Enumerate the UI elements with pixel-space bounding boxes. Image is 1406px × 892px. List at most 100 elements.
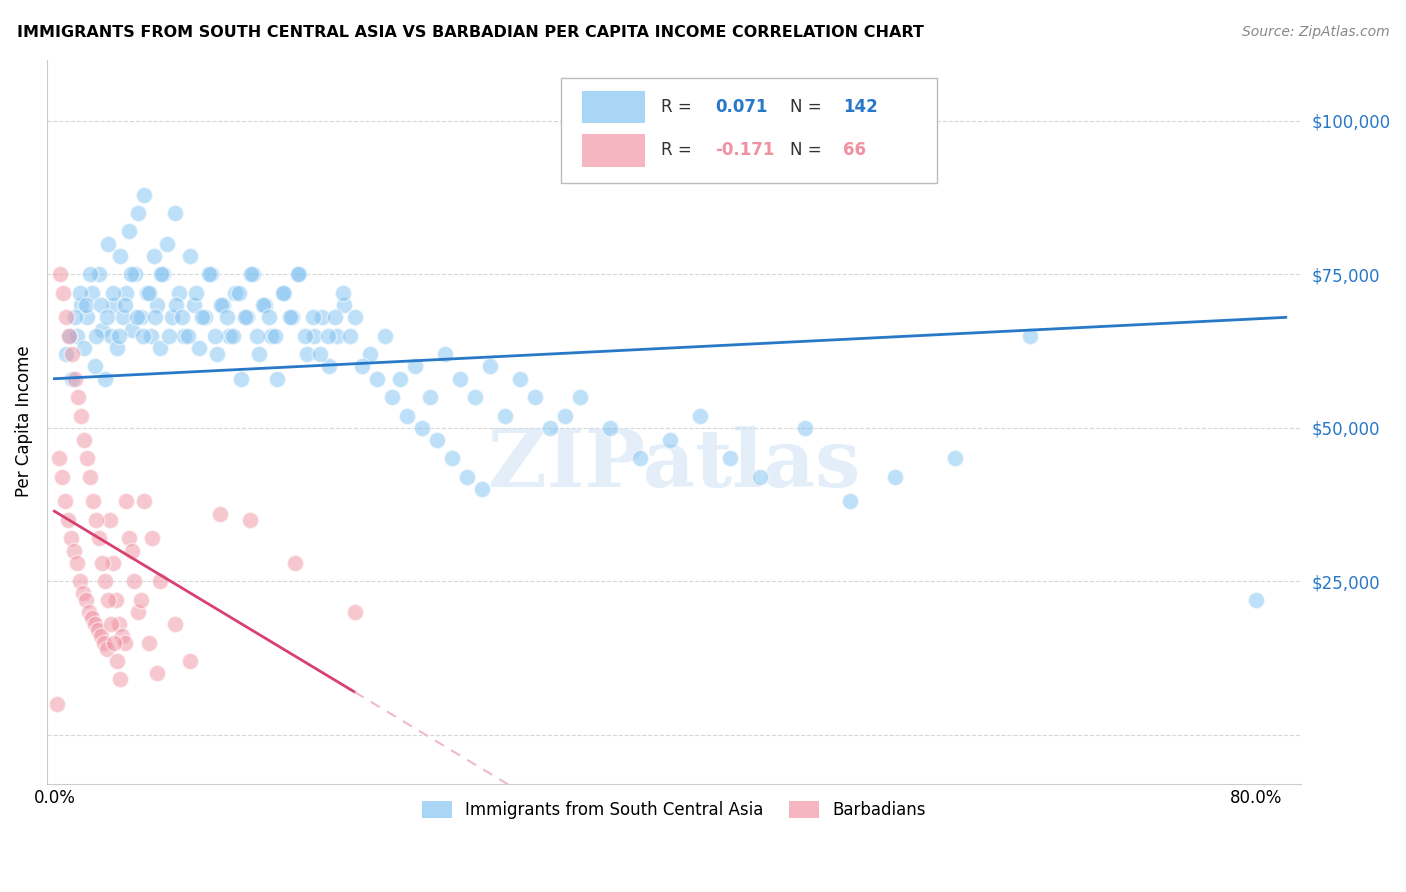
Point: [280, 310, 302, 325]
Point: [381, 390, 404, 404]
Point: [46, 697, 69, 711]
Point: [343, 605, 366, 619]
Text: 0.071: 0.071: [716, 97, 768, 116]
Point: [94, 372, 117, 386]
Point: [76, 451, 98, 466]
Point: [323, 310, 346, 325]
Point: [404, 359, 426, 374]
Point: [332, 285, 354, 300]
Point: [568, 390, 591, 404]
Point: [72, 586, 94, 600]
Point: [66, 328, 89, 343]
Point: [247, 347, 270, 361]
Point: [89, 268, 111, 282]
Point: [53, 494, 76, 508]
Point: [101, 556, 124, 570]
Point: [494, 409, 516, 423]
Point: [148, 341, 170, 355]
Point: [75, 592, 97, 607]
Point: [278, 310, 301, 325]
Point: [100, 328, 122, 343]
Point: [139, 328, 162, 343]
Point: [187, 341, 209, 355]
Point: [456, 470, 478, 484]
Point: [96, 310, 118, 325]
Point: [449, 372, 471, 386]
Point: [51, 470, 73, 484]
Point: [288, 268, 311, 282]
Point: [224, 285, 246, 300]
Point: [366, 372, 388, 386]
Point: [80, 285, 103, 300]
Point: [103, 635, 125, 649]
Point: [145, 298, 167, 312]
Point: [302, 328, 325, 343]
Text: -0.171: -0.171: [716, 141, 775, 159]
Point: [134, 494, 156, 508]
Point: [62, 347, 84, 361]
Point: [718, 451, 741, 466]
Point: [246, 328, 269, 343]
Point: [97, 592, 120, 607]
Point: [228, 285, 250, 300]
Point: [100, 617, 122, 632]
Point: [426, 433, 449, 447]
Point: [124, 268, 146, 282]
Point: [259, 328, 281, 343]
FancyBboxPatch shape: [582, 91, 645, 123]
Point: [80, 611, 103, 625]
Point: [110, 673, 132, 687]
Point: [352, 359, 374, 374]
FancyBboxPatch shape: [561, 78, 938, 183]
Point: [108, 328, 131, 343]
Point: [90, 630, 112, 644]
Point: [48, 451, 70, 466]
Point: [359, 347, 381, 361]
Point: [52, 285, 75, 300]
Point: [58, 328, 80, 343]
Point: [163, 617, 186, 632]
Text: 142: 142: [844, 97, 877, 116]
Point: [65, 310, 87, 325]
Point: [157, 328, 180, 343]
Point: [160, 310, 183, 325]
Point: [599, 421, 621, 435]
Point: [93, 635, 115, 649]
Point: [294, 328, 316, 343]
Point: [689, 409, 711, 423]
Point: [229, 372, 252, 386]
Legend: Immigrants from South Central Asia, Barbadians: Immigrants from South Central Asia, Barb…: [415, 795, 932, 826]
Point: [218, 328, 240, 343]
Text: Source: ZipAtlas.com: Source: ZipAtlas.com: [1241, 25, 1389, 39]
Point: [509, 372, 531, 386]
Point: [209, 298, 232, 312]
Point: [165, 298, 187, 312]
Point: [142, 249, 165, 263]
Point: [104, 592, 127, 607]
Point: [86, 513, 108, 527]
Point: [97, 236, 120, 251]
Point: [235, 310, 257, 325]
Point: [252, 298, 274, 312]
Text: R =: R =: [661, 141, 692, 159]
Point: [257, 310, 280, 325]
Point: [132, 328, 155, 343]
Point: [114, 635, 136, 649]
Point: [56, 513, 79, 527]
Point: [464, 390, 486, 404]
Point: [118, 224, 141, 238]
Point: [73, 433, 96, 447]
Point: [318, 359, 340, 374]
Point: [94, 574, 117, 589]
Point: [222, 328, 245, 343]
Point: [301, 310, 323, 325]
Point: [131, 310, 153, 325]
Point: [125, 310, 148, 325]
Text: N =: N =: [790, 97, 823, 116]
Point: [76, 310, 98, 325]
Point: [103, 298, 125, 312]
Point: [184, 285, 207, 300]
Point: [884, 470, 907, 484]
Point: [134, 187, 156, 202]
Point: [316, 328, 339, 343]
